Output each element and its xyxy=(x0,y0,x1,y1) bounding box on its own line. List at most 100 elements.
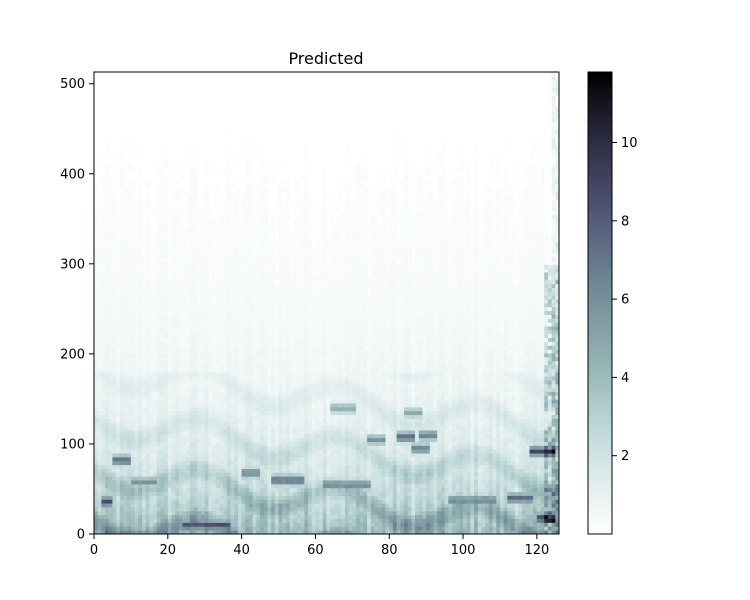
heatmap-cell xyxy=(127,360,132,365)
heatmap-cell xyxy=(105,364,110,369)
heatmap-cell xyxy=(134,518,139,523)
heatmap-cell xyxy=(182,499,187,504)
heatmap-cell xyxy=(263,460,268,466)
heatmap-cell xyxy=(293,491,298,496)
heatmap-cell xyxy=(300,480,305,485)
heatmap-cell xyxy=(208,380,213,385)
heatmap-cell xyxy=(149,283,154,288)
heatmap-cell xyxy=(123,457,128,462)
heatmap-cell xyxy=(282,510,287,516)
heatmap-cell xyxy=(94,345,99,350)
heatmap-cell xyxy=(189,487,195,493)
heatmap-cell xyxy=(189,526,195,531)
heatmap-cell xyxy=(267,306,272,312)
heatmap-cell xyxy=(186,441,191,446)
heatmap-cell xyxy=(105,226,110,231)
heatmap-cell xyxy=(260,483,265,489)
heatmap-cell xyxy=(108,206,113,211)
heatmap-cell xyxy=(141,460,147,466)
heatmap-cell xyxy=(167,279,172,285)
heatmap-cell xyxy=(171,457,176,462)
heatmap-cell xyxy=(226,256,231,262)
heatmap-cell xyxy=(171,279,176,285)
heatmap-cell xyxy=(201,480,206,485)
heatmap-cell xyxy=(296,460,302,466)
heatmap-cell xyxy=(278,364,283,369)
heatmap-cell xyxy=(215,445,220,450)
heatmap-cell xyxy=(138,222,143,227)
heatmap-cell xyxy=(119,491,124,496)
heatmap-cell xyxy=(116,410,121,416)
heatmap-cell xyxy=(285,326,290,331)
heatmap-cell xyxy=(97,326,102,331)
heatmap-cell xyxy=(145,337,150,342)
heatmap-cell xyxy=(116,487,121,493)
heatmap-cell xyxy=(267,406,272,412)
heatmap-cell xyxy=(204,353,209,358)
heatmap-cell xyxy=(208,487,213,493)
heatmap-cell xyxy=(201,299,206,304)
heatmap-cell xyxy=(282,249,287,254)
heatmap-cell xyxy=(234,264,239,269)
heatmap-cell xyxy=(197,360,202,365)
heatmap-cell xyxy=(267,337,272,342)
heatmap-cell xyxy=(293,283,298,288)
heatmap-cell xyxy=(101,202,106,208)
heatmap-cell xyxy=(145,495,150,500)
heatmap-cell xyxy=(160,191,165,196)
heatmap-cell xyxy=(193,314,198,319)
heatmap-cell xyxy=(119,241,124,246)
heatmap-cell xyxy=(97,279,102,285)
heatmap-cell xyxy=(201,295,206,300)
heatmap-cell xyxy=(134,202,139,208)
heatmap-cell xyxy=(156,295,161,300)
heatmap-cell xyxy=(116,306,121,312)
heatmap-cell xyxy=(112,202,117,208)
heatmap-cell xyxy=(219,356,224,362)
heatmap-cell xyxy=(241,480,246,485)
heatmap-cell xyxy=(237,283,243,288)
heatmap-cell xyxy=(127,210,132,215)
heatmap-cell xyxy=(223,503,228,508)
heatmap-cell xyxy=(278,437,283,442)
heatmap-cell xyxy=(274,480,279,485)
heatmap-cell xyxy=(289,518,294,523)
heatmap-cell xyxy=(178,376,183,381)
heatmap-cell xyxy=(249,387,254,392)
heatmap-cell xyxy=(208,291,213,296)
heatmap-cell xyxy=(289,441,294,446)
heatmap-cell xyxy=(263,464,268,469)
heatmap-cell xyxy=(164,202,169,208)
heatmap-cell xyxy=(182,433,187,439)
heatmap-cell xyxy=(212,395,217,400)
heatmap-cell xyxy=(252,418,257,423)
heatmap-cell xyxy=(119,522,124,527)
heatmap-cell xyxy=(249,406,254,412)
heatmap-cell xyxy=(116,449,121,454)
heatmap-cell xyxy=(267,279,272,285)
heatmap-cell xyxy=(293,380,298,385)
heatmap-cell xyxy=(160,460,165,466)
heatmap-cell xyxy=(97,510,102,516)
heatmap-cell xyxy=(245,345,250,350)
heatmap-cell xyxy=(153,430,158,435)
heatmap-cell xyxy=(182,410,187,416)
heatmap-cell xyxy=(219,406,224,412)
heatmap-cell xyxy=(108,337,113,342)
heatmap-cell xyxy=(97,360,102,365)
heatmap-cell xyxy=(230,260,235,265)
heatmap-cell xyxy=(285,453,290,458)
heatmap-cell xyxy=(101,237,106,242)
heatmap-cell xyxy=(171,306,176,312)
heatmap-cell xyxy=(263,449,268,454)
heatmap-cell xyxy=(112,295,117,300)
heatmap-cell xyxy=(274,476,279,481)
heatmap-cell xyxy=(141,303,147,308)
heatmap-cell xyxy=(105,387,110,392)
heatmap-cell xyxy=(153,468,158,473)
heatmap-cell xyxy=(204,222,209,227)
heatmap-cell xyxy=(156,356,161,362)
heatmap-cell xyxy=(263,387,268,392)
heatmap-cell xyxy=(112,279,117,285)
heatmap-cell xyxy=(260,164,265,169)
